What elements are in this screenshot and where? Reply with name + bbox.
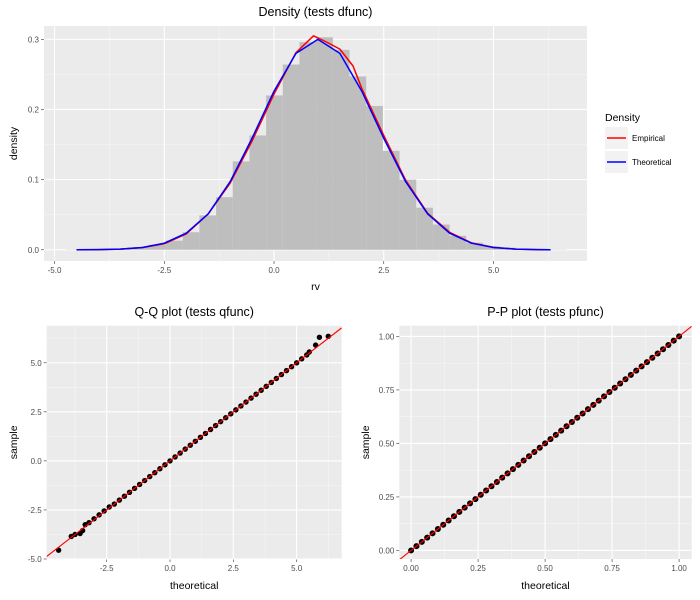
- plot-marks: [46, 327, 342, 557]
- histogram-bar: [299, 42, 317, 250]
- x-axis-label: rv: [311, 281, 320, 293]
- histogram-bar: [466, 242, 483, 250]
- histogram-bar: [232, 161, 250, 250]
- y-tick-label: 0.00: [379, 546, 395, 555]
- histogram-bar: [266, 95, 283, 250]
- histogram-bar: [216, 197, 233, 250]
- x-tick-label: 2.5: [228, 564, 240, 573]
- x-axis-label: theoretical: [170, 580, 218, 592]
- histogram-bar: [182, 232, 200, 250]
- x-tick-label: 0.0: [268, 266, 280, 275]
- y-tick-label: 0.50: [379, 439, 395, 448]
- x-tick-label: 0.75: [604, 564, 620, 573]
- histogram-bar: [482, 246, 500, 250]
- reference-line: [46, 327, 342, 557]
- x-tick-label: 0.25: [470, 564, 486, 573]
- x-tick-label: 1.00: [671, 564, 687, 573]
- chart-title: Density (tests dfunc): [259, 5, 373, 19]
- histogram-bar: [249, 135, 267, 250]
- histogram-bar: [332, 49, 350, 250]
- y-tick-label: -2.5: [28, 506, 42, 515]
- y-axis-label: density: [8, 126, 20, 160]
- plot-marks: [399, 325, 692, 560]
- y-tick-label: 1.00: [379, 332, 395, 341]
- y-tick-label: 0.25: [379, 493, 395, 502]
- histogram-bar: [382, 150, 400, 250]
- density-line-theoretical: [76, 38, 551, 251]
- histogram-bar: [149, 244, 167, 250]
- x-tick-label: 0.50: [537, 564, 553, 573]
- y-tick-label: -5.0: [28, 555, 42, 564]
- legend: Density Empirical Theoretical: [605, 112, 672, 173]
- x-tick-label: -2.5: [157, 266, 171, 275]
- histogram-bar: [399, 179, 417, 250]
- legend-title: Density: [605, 112, 641, 124]
- panel-0: -5.0 -2.5 0.0 2.5 5.0 0.0 0.1 0.2 0.3 Density (te…: [8, 5, 587, 293]
- legend-label: Theoretical: [632, 158, 672, 167]
- y-tick-label: 0.0: [31, 457, 43, 466]
- y-tick-label: 2.5: [31, 408, 43, 417]
- y-tick-label: 0.0: [28, 246, 40, 255]
- histogram-bar: [349, 76, 367, 250]
- x-axis-label: theoretical: [521, 580, 569, 592]
- chart-title: P-P plot (tests pfunc): [487, 305, 604, 319]
- x-tick-label: 5.0: [488, 266, 500, 275]
- x-tick-label: 0.00: [403, 564, 419, 573]
- y-axis-label: sample: [360, 425, 372, 459]
- x-tick-label: 5.0: [291, 564, 303, 573]
- histogram-bar: [199, 215, 217, 250]
- histogram-bar: [366, 105, 383, 250]
- y-tick-label: 0.1: [28, 176, 40, 185]
- legend-label: Empirical: [632, 134, 665, 143]
- y-tick-label: 5.0: [31, 359, 43, 368]
- histogram-bar: [449, 235, 467, 250]
- histogram-bar: [432, 224, 450, 250]
- histogram-bar: [166, 240, 183, 250]
- panel-2: 0.00 0.25 0.50 0.75 1.00 0.00 0.25 0.50 0.75 1.00…: [360, 305, 692, 592]
- x-tick-label: -2.5: [100, 564, 114, 573]
- x-tick-label: 0.0: [164, 564, 176, 573]
- y-tick-label: 0.2: [28, 105, 40, 114]
- chart-title: Q-Q plot (tests qfunc): [134, 305, 253, 319]
- y-tick-label: 0.75: [379, 386, 395, 395]
- histogram-bar: [416, 207, 433, 250]
- reference-line: [399, 325, 692, 560]
- histogram-bar: [282, 64, 300, 250]
- panel-1: -2.5 0.0 2.5 5.0 -5.0 -2.5 0.0 2.5 5.0 Q-Q plot (…: [8, 305, 342, 592]
- y-axis-label: sample: [8, 425, 20, 459]
- y-tick-label: 0.3: [28, 35, 40, 44]
- data-point: [316, 334, 323, 340]
- plot-marks: [65, 35, 567, 251]
- x-tick-label: -5.0: [48, 266, 62, 275]
- histogram-bar: [316, 37, 333, 250]
- x-tick-label: 2.5: [378, 266, 390, 275]
